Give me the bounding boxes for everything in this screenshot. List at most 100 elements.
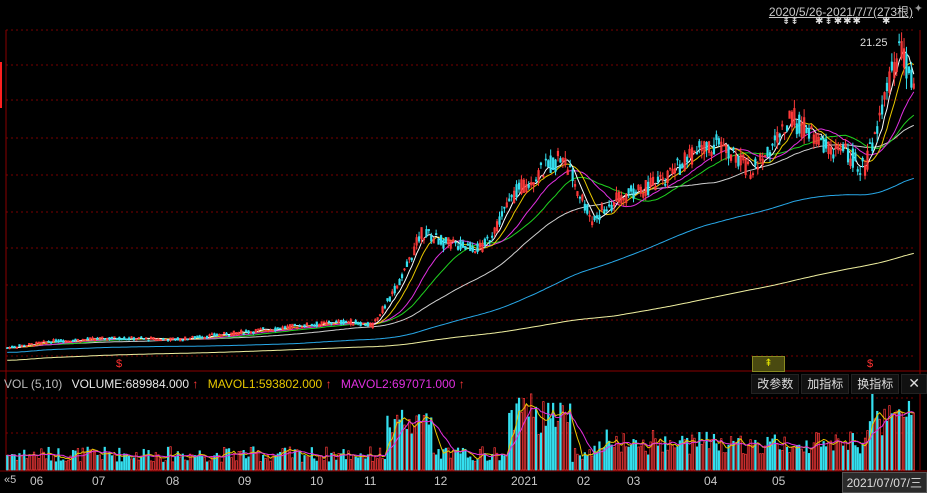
candle-body — [868, 142, 872, 145]
volume-title[interactable]: VOL (5,10) — [4, 377, 63, 391]
pin-icon[interactable]: ✦ — [913, 3, 923, 15]
candle-body — [783, 132, 786, 134]
volume-bar — [364, 458, 367, 471]
up-arrow-icon: ↑ — [458, 377, 465, 391]
candle-body — [381, 306, 384, 314]
candle-body — [815, 133, 818, 145]
candle-body — [552, 157, 555, 171]
dividend-marker-2[interactable]: $ — [867, 358, 874, 370]
volume-bar — [488, 459, 491, 471]
volume-bar — [320, 455, 323, 471]
volume-bar — [612, 447, 616, 471]
candle-body — [413, 246, 416, 256]
volume-bar — [157, 454, 160, 471]
candle-body — [62, 340, 65, 343]
candle-body — [800, 122, 803, 138]
mavol2-value: MAVOL2:697071.000 ↑ — [340, 377, 465, 391]
candle-body — [276, 327, 279, 329]
event-marker-a[interactable]: ⇟⇟ — [782, 16, 799, 27]
candle-body — [876, 126, 879, 134]
volume-bar — [571, 461, 574, 471]
volume-bar — [23, 449, 26, 471]
chart-grid — [0, 29, 927, 472]
volume-bar — [415, 415, 418, 471]
candle-body — [461, 241, 465, 248]
volume-bar — [449, 457, 452, 471]
candle-body — [893, 62, 896, 79]
candle-body — [186, 338, 189, 341]
candle-body — [349, 319, 352, 325]
dividend-marker[interactable]: $ — [116, 358, 123, 370]
right-issue-marker[interactable]: ⇞ — [752, 356, 785, 372]
volume-bar — [483, 453, 486, 471]
candle-body — [491, 235, 494, 238]
candle-body — [703, 141, 706, 154]
scroll-left-button[interactable]: «5 — [4, 474, 17, 486]
volume-bar — [815, 432, 818, 471]
candle-body — [142, 338, 145, 340]
event-marker-c[interactable]: ✱ — [882, 16, 891, 27]
candle-body — [135, 338, 138, 341]
candle-body — [437, 238, 440, 245]
volume-bar — [454, 449, 457, 471]
candle-body — [586, 204, 589, 214]
candle-body — [759, 153, 762, 161]
volume-bar — [495, 452, 499, 471]
candle-body — [369, 323, 372, 327]
candle-body — [198, 335, 201, 339]
volume-bar — [598, 441, 601, 471]
candle-body — [125, 338, 128, 341]
volume-bar — [834, 434, 837, 471]
volume-bar — [303, 455, 306, 471]
volume-bar — [98, 454, 101, 471]
candle-body — [293, 323, 296, 326]
volume-bar — [430, 417, 433, 471]
candle-body — [673, 168, 677, 174]
add-indicator-button[interactable]: 加指标 — [801, 374, 850, 394]
date-range-label[interactable]: 2020/5/26-2021/7/7(273根) — [768, 5, 913, 19]
candle-body — [454, 241, 457, 244]
volume-bar — [595, 451, 599, 471]
volume-bar — [647, 454, 650, 471]
candle-body — [505, 202, 508, 208]
volume-bar — [471, 460, 474, 471]
volume-bar — [427, 424, 430, 471]
candle-body — [578, 196, 582, 199]
volume-bar — [52, 454, 55, 471]
volume-bar — [208, 460, 211, 471]
volume-bar — [754, 439, 757, 471]
volume-bar — [537, 434, 540, 471]
volume-bar — [822, 441, 825, 471]
volume-bar — [184, 459, 187, 471]
volume-bar — [866, 430, 869, 471]
candle-body — [430, 235, 433, 242]
candle-body — [788, 110, 791, 119]
candle-body — [15, 347, 19, 349]
candle-body — [649, 177, 652, 187]
volume-bar — [766, 436, 769, 471]
volume-bar — [812, 442, 815, 471]
volume-bar — [664, 436, 667, 471]
volume-bar — [559, 402, 562, 471]
volume-bar — [805, 440, 808, 471]
volume-bar — [824, 446, 828, 471]
volume-bar — [800, 448, 803, 471]
candle-body — [18, 344, 21, 347]
volume-bar — [898, 409, 901, 471]
candle-body — [76, 339, 80, 342]
volume-bar — [118, 447, 121, 471]
volume-bar — [481, 446, 484, 471]
switch-indicator-button[interactable]: 换指标 — [851, 374, 900, 394]
candle-body — [383, 305, 387, 309]
candle-body — [439, 235, 443, 245]
close-icon[interactable]: ✕ — [901, 374, 927, 394]
volume-bar — [342, 449, 345, 471]
candle-body — [469, 242, 472, 252]
event-marker-b[interactable]: ✱⇟✱✱✱ — [815, 16, 862, 27]
volume-bar — [218, 454, 221, 471]
candle-body — [739, 154, 742, 166]
candle-body — [96, 337, 99, 340]
edit-params-button[interactable]: 改参数 — [751, 374, 800, 394]
candle-body — [881, 104, 884, 115]
